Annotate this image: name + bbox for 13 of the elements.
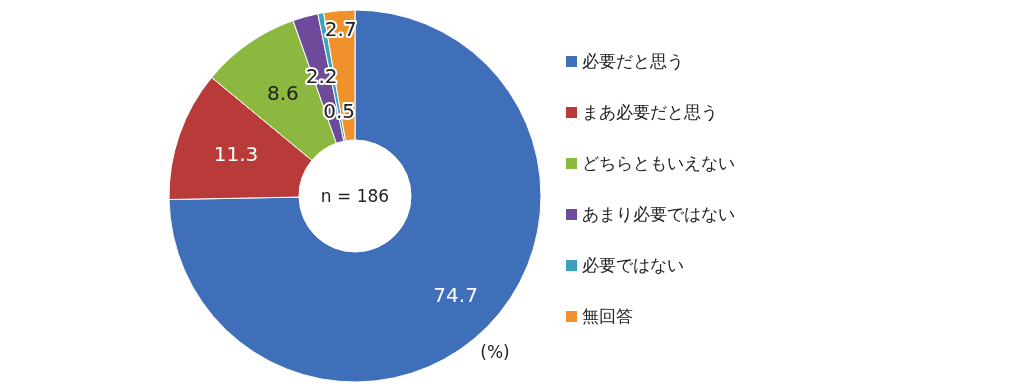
legend-label: 必要だと思う <box>582 51 684 71</box>
legend-label: 無回答 <box>582 306 633 326</box>
data-label: 0.5 <box>323 99 356 124</box>
legend-label: まあ必要だと思う <box>582 102 718 122</box>
data-label: 74.7 <box>433 282 478 307</box>
legend-label: 必要ではない <box>582 255 684 275</box>
legend-label: どちらともいえない <box>582 153 735 173</box>
data-label: 2.7 <box>324 16 357 41</box>
data-label: 11.3 <box>213 142 259 167</box>
text: n = 186 <box>320 186 390 206</box>
data-label: 8.6 <box>266 80 299 105</box>
legend-label: あまり必要ではない <box>582 204 735 224</box>
text: (%) <box>480 342 510 362</box>
